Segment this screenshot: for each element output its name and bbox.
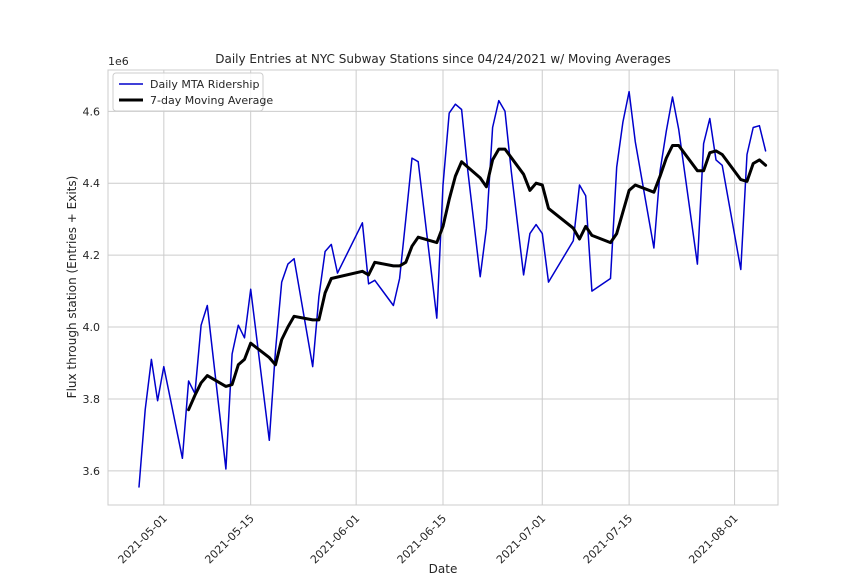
legend-box <box>112 72 264 112</box>
y-tick-label: 3.8 <box>83 393 101 406</box>
legend: Daily MTA Ridership 7-day Moving Average <box>112 72 273 112</box>
y-tick-label: 4.6 <box>83 105 101 118</box>
series-line-7-day-moving-average <box>187 144 768 412</box>
series-line-daily-mta-ridership <box>138 90 767 488</box>
y-tick-label: 4.4 <box>83 177 101 190</box>
y-axis-multiplier: 1e6 <box>108 55 129 68</box>
series-layer <box>138 90 768 488</box>
y-tick-label: 4.2 <box>83 249 101 262</box>
y-tick-label: 4.0 <box>83 321 101 334</box>
legend-label-daily-ridership: Daily MTA Ridership <box>150 78 259 91</box>
y-tick-label: 3.6 <box>83 465 101 478</box>
plot-frame <box>107 69 779 506</box>
chart-title: Daily Entries at NYC Subway Stations sin… <box>215 52 671 66</box>
y-axis-label: Flux through station (Entries + Exits) <box>65 176 79 399</box>
x-axis-label: Date <box>429 562 458 576</box>
plot-area <box>107 69 779 506</box>
legend-label-moving-average: 7-day Moving Average <box>150 94 273 107</box>
y-axis-ticks: 3.6 3.8 4.0 4.2 4.4 4.6 <box>83 105 101 478</box>
